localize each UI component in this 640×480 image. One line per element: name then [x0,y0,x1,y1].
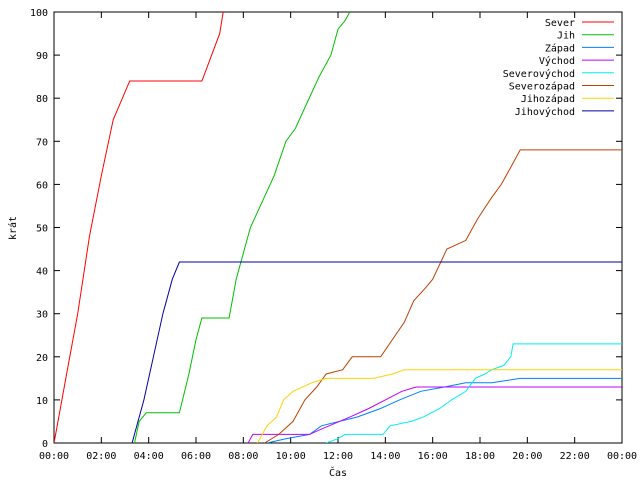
y-tick-label: 10 [36,396,48,407]
legend-label: Východ [539,55,575,67]
series-line-2 [266,377,622,443]
series-line-0 [54,12,224,443]
series-line-5 [264,149,622,443]
x-tick-label: 06:00 [181,451,211,462]
y-tick-label: 60 [36,180,48,191]
y-tick-label: 40 [36,267,48,278]
legend-label: Jihozápad [521,93,575,105]
y-tick-label: 20 [36,353,48,364]
y-tick-label: 100 [30,8,48,19]
x-tick-label: 02:00 [86,451,116,462]
x-tick-label: 14:00 [370,451,400,462]
series-line-3 [247,386,622,443]
x-axis-label: Čas [329,466,347,479]
legend-label: Severovýchod [503,68,575,80]
x-tick-label: 20:00 [512,451,542,462]
legend-label: Severozápad [509,81,575,93]
legend: Sever JihZápadVýchodSeverovýchodSeverozáp… [503,18,614,118]
x-tick-label: 00:00 [39,451,69,462]
y-tick-label: 80 [36,94,48,105]
legend-label: Jihovýchod [515,106,575,118]
y-tick-label: 90 [36,51,48,62]
x-axis: 00:00 02:00 04:00 06:00 08:00 10:00 12:00 14:00… [39,12,637,462]
y-axis-label: krát [7,216,19,240]
x-tick-label: 18:00 [465,451,495,462]
y-tick-label: 50 [36,224,48,235]
x-tick-label: 10:00 [276,451,306,462]
x-tick-label: 12:00 [323,451,353,462]
x-tick-label: 16:00 [418,451,448,462]
legend-label: Západ [545,42,575,54]
series-lines [54,12,622,443]
legend-label: Jih [557,31,575,42]
x-tick-label: 22:00 [560,451,590,462]
series-line-6 [257,369,622,443]
y-axis: 0 10 20 30 40 50 60 70 80 90 100 [30,8,622,450]
y-tick-label: 70 [36,137,48,148]
legend-label: Sever [545,18,575,29]
y-tick-label: 30 [36,310,48,321]
y-tick-label: 0 [42,439,48,450]
x-tick-label: 08:00 [228,451,258,462]
x-tick-label: 04:00 [134,451,164,462]
series-line-7 [131,261,622,443]
x-tick-label: 00:00 [607,451,637,462]
series-line-1 [134,12,351,443]
series-line-4 [326,343,622,443]
